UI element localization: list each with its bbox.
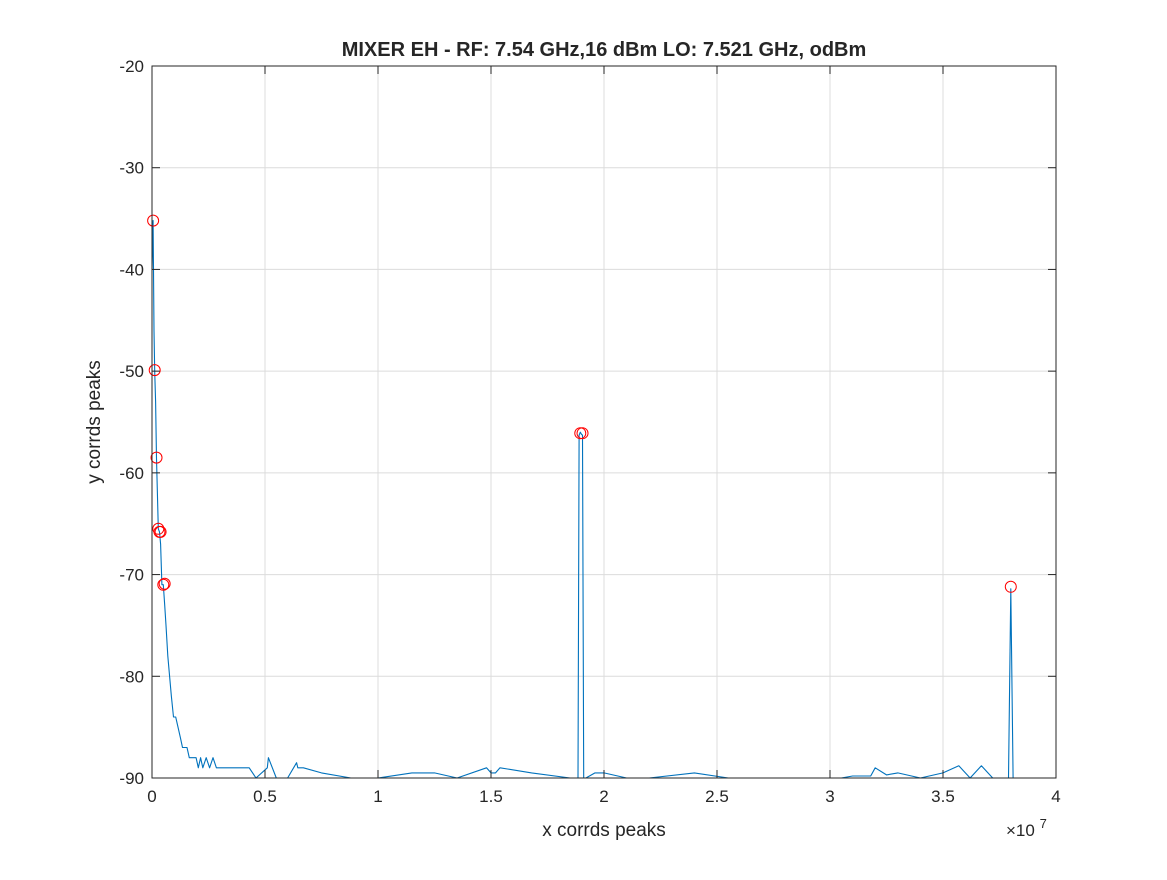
x-axis-exponent: ×10 7: [1006, 816, 1047, 840]
y-tick-label: -70: [119, 566, 144, 585]
peak-marker: [157, 578, 170, 591]
ticks: [151, 65, 1057, 779]
x-tick-label: 2.5: [705, 787, 729, 806]
peak-marker: [148, 364, 161, 377]
x-tick-label: 1: [373, 787, 382, 806]
y-tick-label: -20: [119, 57, 144, 76]
series-layer: [147, 214, 1056, 779]
peak-marker: [147, 214, 160, 227]
peak-marker: [150, 451, 163, 464]
x-axis-label: x corrds peaks: [542, 820, 666, 841]
spectrum-line: [151, 220, 1056, 779]
peak-marker: [158, 577, 171, 590]
x-tick-labels: 0 0.5 1 1.5 2 2.5 3 3.5 4: [147, 787, 1060, 806]
chart-title: MIXER EH - RF: 7.54 GHz,16 dBm LO: 7.521…: [342, 39, 867, 61]
peak-marker: [576, 427, 589, 440]
x-tick-label: 3: [825, 787, 834, 806]
x-tick-label: 0.5: [253, 787, 277, 806]
y-tick-label: -90: [119, 769, 144, 788]
y-tick-label: -30: [119, 159, 144, 178]
peak-marker: [154, 525, 167, 538]
x-tick-label: 4: [1051, 787, 1060, 806]
x-axis-exponent-power: 7: [1040, 816, 1047, 831]
x-tick-label: 3.5: [931, 787, 955, 806]
y-tick-label: -60: [119, 464, 144, 483]
y-tick-labels: -90 -80 -70 -60 -50 -40 -30 -20: [119, 57, 144, 788]
y-tick-label: -40: [119, 260, 144, 279]
y-tick-label: -50: [119, 362, 144, 381]
x-tick-label: 0: [147, 787, 156, 806]
peak-marker: [1004, 580, 1017, 593]
y-tick-label: -80: [119, 667, 144, 686]
x-tick-label: 2: [599, 787, 608, 806]
y-axis-label: y corrds peaks: [84, 360, 105, 484]
x-axis-exponent-base: ×10: [1006, 821, 1035, 840]
x-tick-label: 1.5: [479, 787, 503, 806]
